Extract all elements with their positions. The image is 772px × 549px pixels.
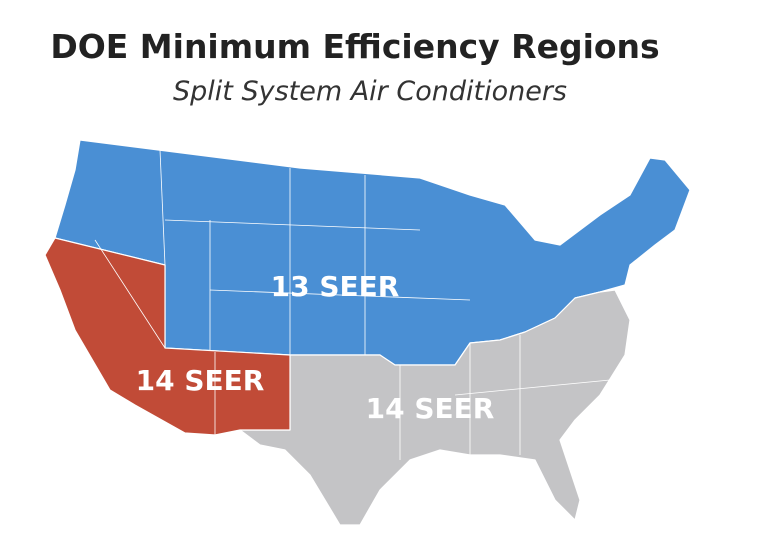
state-borders	[94, 149, 611, 460]
region-label: 14 SEER	[366, 392, 495, 425]
subtitle: Split System Air Conditioners	[173, 76, 567, 107]
region-southeast	[239, 289, 631, 526]
border	[94, 239, 166, 349]
region-label: 14 SEER	[136, 364, 265, 397]
title: DOE Minimum Efficiency Regions	[50, 27, 659, 66]
border	[209, 289, 471, 301]
border	[454, 379, 611, 396]
region-southwest	[44, 237, 291, 436]
border	[164, 219, 421, 231]
region-label: 13 SEER	[271, 270, 400, 303]
border	[159, 149, 166, 266]
